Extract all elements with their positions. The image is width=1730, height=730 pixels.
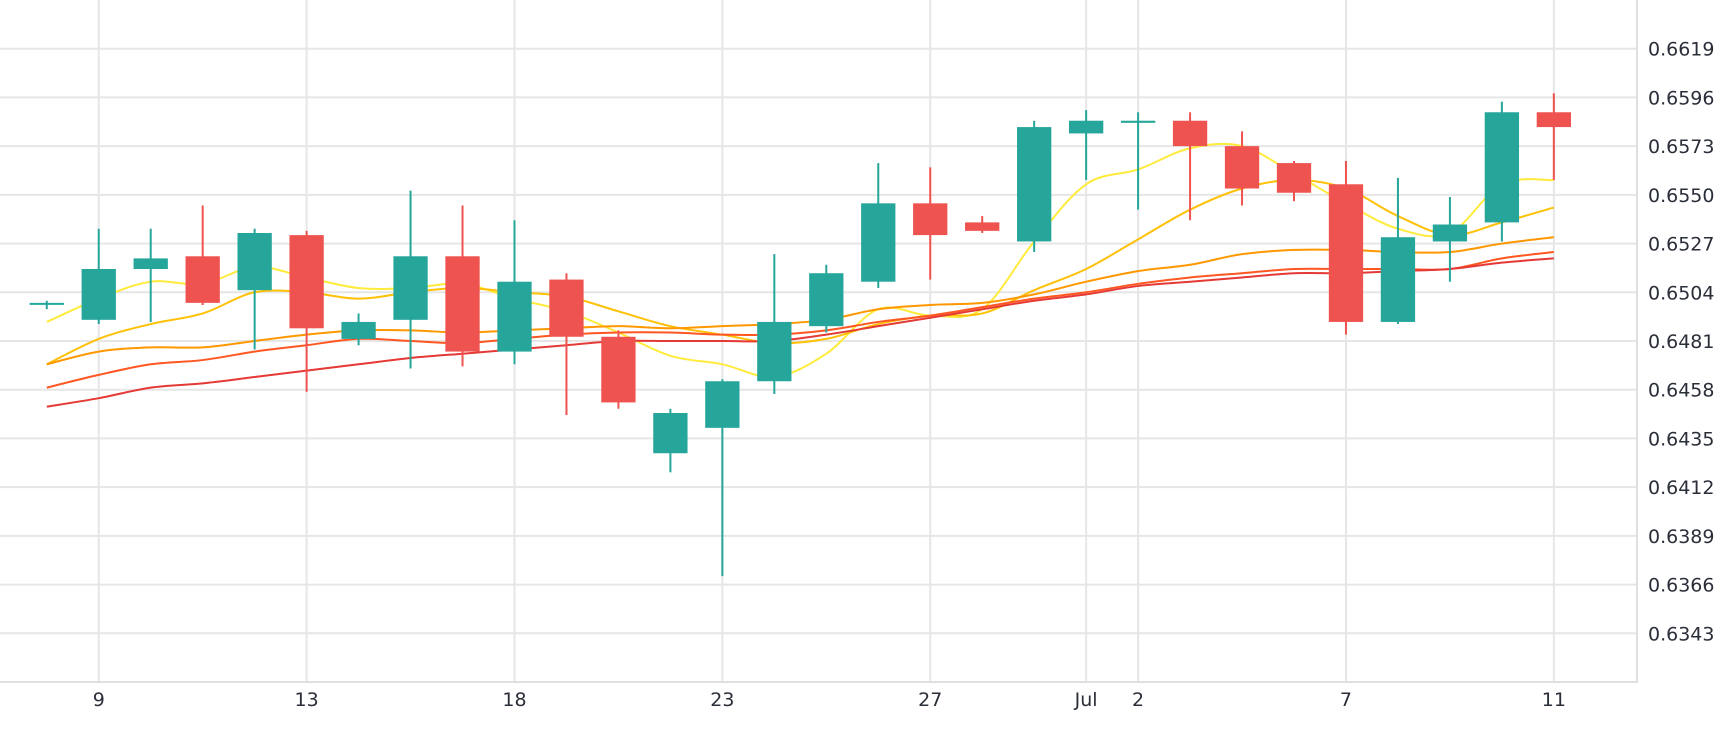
candle-body: [861, 203, 896, 282]
y-tick-label: 0.6573: [1648, 136, 1714, 158]
moving-average-lines: [46, 142, 1555, 408]
candle-body: [1224, 146, 1260, 189]
moving-average-line: [46, 251, 1554, 389]
x-tick-label: 9: [93, 689, 105, 711]
candle: [809, 264, 844, 333]
candle-body: [29, 302, 64, 305]
candle-body: [1068, 120, 1104, 134]
candle-body: [1328, 184, 1364, 322]
candle-body: [601, 336, 636, 403]
candle: [1068, 110, 1104, 181]
candle: [1484, 101, 1520, 242]
candle: [185, 205, 220, 305]
y-tick-label: 0.6343: [1648, 623, 1714, 645]
candle: [913, 167, 948, 280]
candle-body: [549, 279, 584, 337]
candle-body: [965, 222, 1000, 231]
y-tick-label: 0.6412: [1648, 477, 1714, 499]
x-tick-label: 7: [1340, 689, 1352, 711]
y-tick-label: 0.6458: [1648, 380, 1714, 402]
candle-body: [653, 413, 688, 454]
candle: [341, 313, 376, 346]
candle: [653, 408, 688, 473]
candle: [1120, 112, 1156, 210]
candle: [1276, 160, 1312, 202]
candle: [29, 300, 64, 310]
candle: [289, 230, 324, 392]
candle-body: [393, 256, 428, 320]
x-axis-labels: 9 13 18 23 27 Jul 2 7 11: [93, 689, 1566, 711]
candle-body: [1536, 112, 1572, 128]
y-tick-label: 0.6481: [1648, 331, 1714, 353]
candle-body: [497, 281, 532, 352]
candle: [861, 163, 896, 289]
x-tick-label: 13: [295, 689, 319, 711]
x-tick-label: 23: [710, 689, 734, 711]
moving-average-line: [46, 179, 1555, 366]
candle-body: [809, 273, 844, 327]
candle: [1224, 131, 1260, 206]
moving-average-line: [46, 236, 1554, 366]
candle: [445, 205, 480, 367]
candle-body: [81, 268, 116, 320]
y-tick-label: 0.6435: [1648, 428, 1714, 450]
candle: [133, 228, 168, 322]
candle: [1380, 177, 1416, 325]
candle-body: [185, 256, 220, 303]
moving-average-line: [46, 257, 1554, 408]
candle: [497, 220, 532, 365]
candle: [705, 379, 740, 577]
candle: [81, 228, 116, 325]
candle-body: [757, 321, 792, 382]
candle-body: [1432, 224, 1468, 242]
y-tick-label: 0.6596: [1648, 87, 1714, 109]
y-tick-label: 0.6527: [1648, 234, 1714, 256]
x-tick-label: 18: [502, 689, 526, 711]
y-tick-label: 0.6389: [1648, 526, 1714, 548]
x-tick-label: 11: [1542, 689, 1566, 711]
x-tick-label: 27: [918, 689, 942, 711]
x-tick-label: Jul: [1074, 689, 1098, 711]
candle-body: [1276, 163, 1312, 193]
candle: [393, 190, 428, 369]
candle-body: [1017, 127, 1052, 242]
candle-body: [133, 258, 168, 269]
y-tick-label: 0.6619: [1648, 39, 1714, 61]
y-axis-labels: 0.6619 0.6596 0.6573 0.6550 0.6527 0.650…: [1648, 39, 1714, 646]
candle: [1536, 93, 1572, 181]
candle-body: [705, 381, 740, 428]
candle-body: [1172, 120, 1208, 147]
candle-body: [237, 232, 272, 291]
candle: [965, 216, 1000, 233]
candles: [29, 93, 1572, 577]
y-tick-label: 0.6504: [1648, 282, 1714, 304]
candle-body: [913, 203, 948, 236]
candle-body: [1484, 112, 1520, 223]
candle: [237, 228, 272, 350]
y-tick-label: 0.6366: [1648, 575, 1714, 597]
candle-body: [1120, 120, 1156, 123]
candle: [757, 254, 792, 394]
candle-body: [1380, 237, 1416, 322]
x-tick-label: 2: [1132, 689, 1144, 711]
candle: [1328, 160, 1364, 335]
candle: [1172, 112, 1208, 221]
candle: [601, 330, 636, 409]
candle-body: [289, 235, 324, 329]
candle: [1017, 120, 1052, 253]
candle-body: [445, 256, 480, 352]
y-grid-lines: [0, 47, 1637, 683]
y-tick-label: 0.6550: [1648, 185, 1714, 207]
candle-body: [341, 321, 376, 339]
candle: [1432, 196, 1468, 282]
candle: [549, 273, 584, 416]
